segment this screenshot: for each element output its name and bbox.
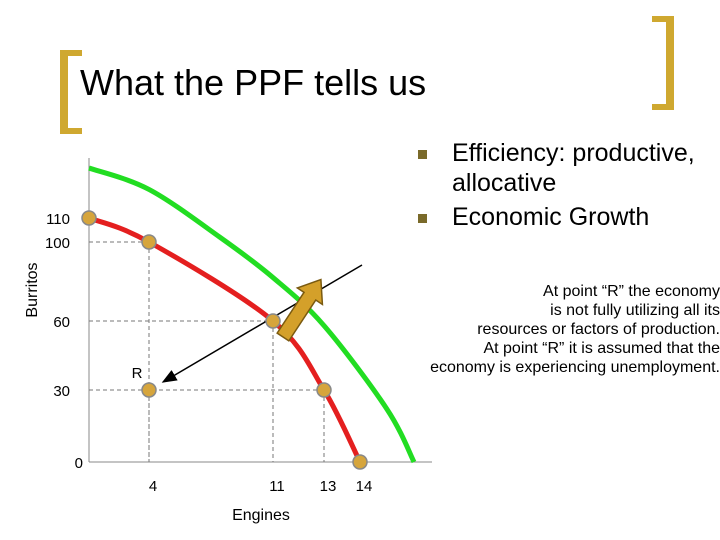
ppf-point (81, 210, 97, 226)
note-line: resources or factors of production. (477, 321, 720, 338)
slide-title: What the PPF tells us (80, 62, 427, 103)
pointer-arrow (161, 264, 363, 383)
bullet-list: Efficiency: productive, allocative Econo… (418, 138, 718, 232)
note-line: At point “R” it is assumed that the (483, 340, 720, 357)
bullet-square-icon (418, 150, 427, 159)
y-tick-label: 0 (75, 455, 83, 472)
note-line: At point “R” the economy (543, 283, 720, 300)
point-r-label: R (132, 365, 143, 382)
x-axis-title: Engines (232, 507, 290, 524)
chart-guides (89, 241, 325, 462)
y-axis-title: Burritos (24, 262, 41, 317)
bullet-item: Efficiency: productive, allocative (418, 138, 718, 198)
title-bracket-right (652, 16, 674, 110)
bullet-square-icon (418, 214, 427, 223)
chart-axes (88, 158, 432, 463)
x-tick-label: 14 (356, 478, 373, 495)
bullet-text: Economic Growth (452, 203, 650, 231)
ppf-point (316, 382, 332, 398)
annotation-note: At point “R” the economy is not fully ut… (340, 282, 720, 377)
title-bracket-left (60, 50, 82, 134)
y-tick-label: 30 (53, 383, 70, 400)
x-tick-label: 4 (149, 478, 157, 495)
y-tick-label: 100 (45, 235, 70, 252)
point-r (141, 382, 157, 398)
ppf-curve (88, 215, 363, 464)
ppf-point (265, 313, 281, 329)
chart-marks (81, 210, 368, 470)
growth-arrow (276, 278, 324, 342)
note-line: economy is experiencing unemployment. (430, 359, 720, 376)
y-tick-label: 110 (46, 211, 70, 228)
y-tick-label: 60 (53, 314, 70, 331)
ppf-point (352, 454, 368, 470)
note-line: is not fully utilizing all its (550, 302, 720, 319)
shifted-ppf-curve (88, 165, 417, 464)
x-tick-label: 11 (269, 478, 285, 495)
bullet-text: Efficiency: productive, allocative (452, 139, 695, 197)
x-tick-label: 13 (320, 478, 337, 495)
chart-labels: 0 30 60 100 110 4 11 13 14 Engines Burritos R (24, 211, 372, 524)
ppf-point (141, 234, 157, 250)
bullet-item: Economic Growth (418, 202, 718, 232)
